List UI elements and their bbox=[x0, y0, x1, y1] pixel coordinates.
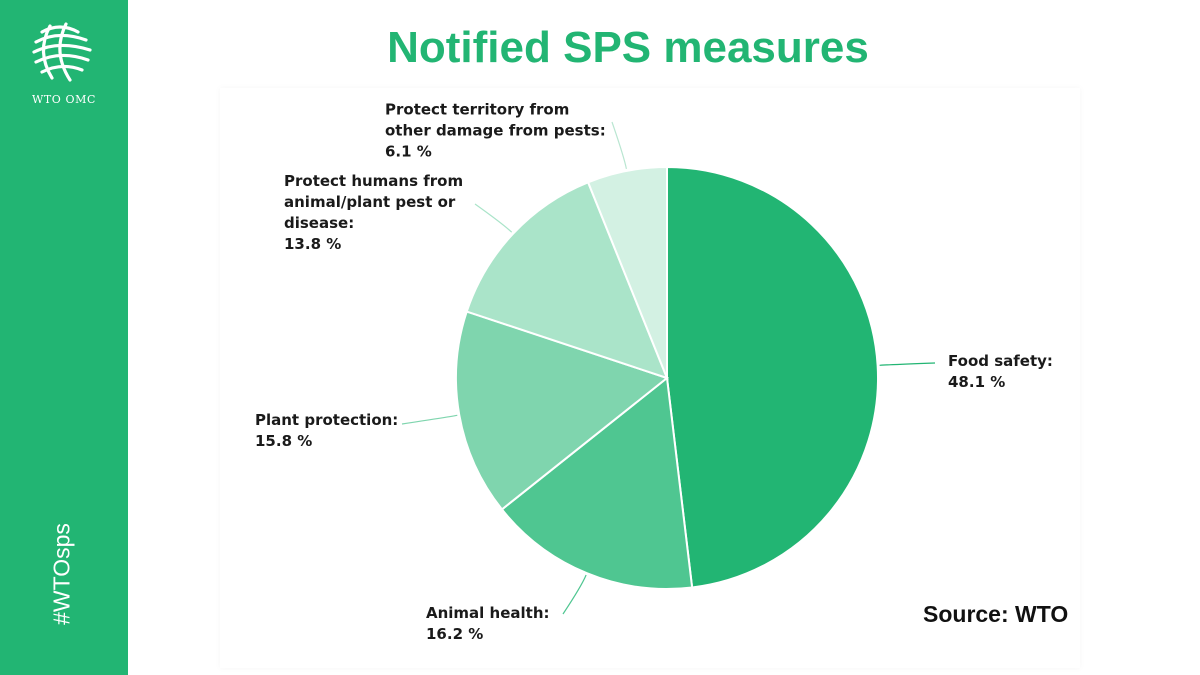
sidebar: WTO OMC #WTOsps bbox=[0, 0, 128, 675]
slice-value-label-3: 15.8 % bbox=[255, 432, 312, 450]
source-note: Source: WTO bbox=[923, 601, 1069, 627]
wto-globe-logo-icon bbox=[32, 22, 92, 82]
leader-line-4 bbox=[474, 203, 513, 233]
slice-name-label-4: disease: bbox=[284, 214, 354, 232]
leader-line-5 bbox=[611, 121, 627, 170]
slice-value-label-5: 6.1 % bbox=[385, 143, 432, 161]
pie-slices bbox=[455, 165, 879, 590]
slice-name-label-4: Protect humans from bbox=[284, 172, 463, 190]
leader-line-1 bbox=[879, 362, 936, 366]
org-label: WTO OMC bbox=[31, 93, 97, 106]
slice-value-label-4: 13.8 % bbox=[284, 235, 341, 253]
slice-name-label-3: Plant protection: bbox=[255, 411, 398, 429]
pie-slice-1 bbox=[666, 165, 879, 589]
leader-lines bbox=[401, 121, 936, 615]
slice-name-label-5: Protect territory from bbox=[385, 101, 569, 119]
pie-slice-4 bbox=[465, 181, 669, 380]
leader-line-3 bbox=[401, 414, 458, 425]
page-title: Notified SPS measures bbox=[387, 23, 869, 72]
slice-name-label-5: other damage from pests: bbox=[385, 122, 606, 140]
slice-name-label-1: Food safety: bbox=[948, 352, 1053, 370]
pie-slice-5 bbox=[586, 165, 668, 379]
slice-value-label-1: 48.1 % bbox=[948, 373, 1005, 391]
slice-value-label-2: 16.2 % bbox=[426, 625, 483, 643]
slice-name-label-4: animal/plant pest or bbox=[284, 193, 456, 211]
pie-slice-2 bbox=[500, 376, 694, 590]
slice-labels: Food safety: 48.1 % Animal health: 16.2 % Pl… bbox=[255, 101, 1053, 644]
slice-name-label-2: Animal health: bbox=[426, 604, 550, 622]
leader-line-2 bbox=[562, 574, 587, 615]
